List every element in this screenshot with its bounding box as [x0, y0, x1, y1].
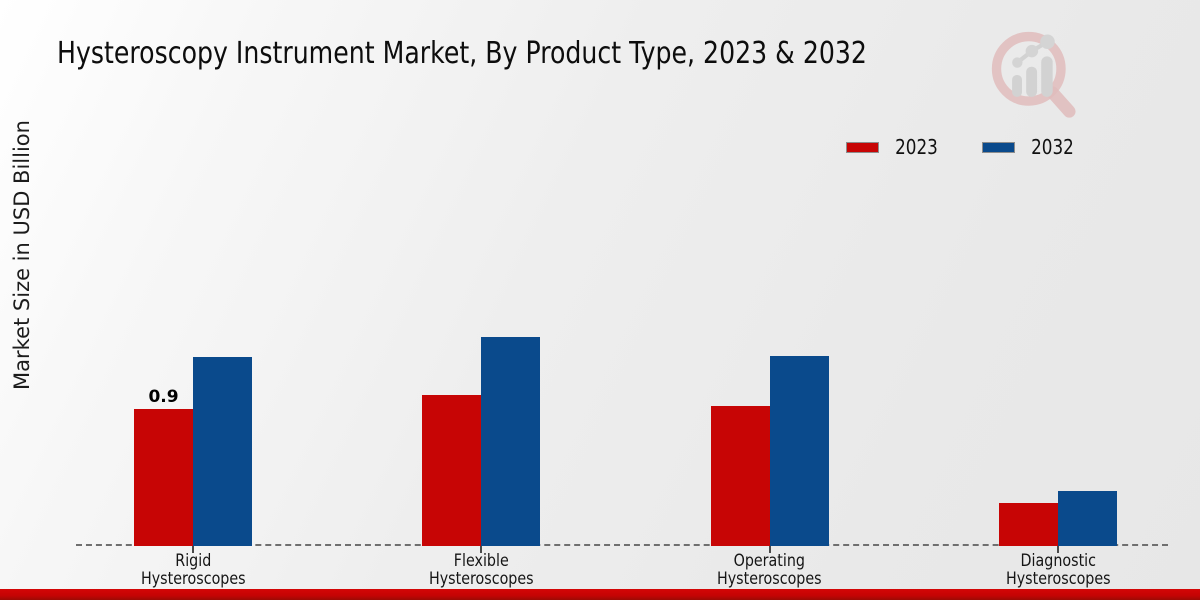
- bar-2032-category-1: [481, 337, 541, 546]
- bar-2032-category-0: [193, 357, 252, 546]
- bar-2023-category-3: [999, 503, 1058, 546]
- legend-item-2032: 2032: [981, 135, 1078, 159]
- magnifier-bar-chart-logo-icon: [991, 31, 1076, 118]
- legend-label-2032: 2032: [1030, 135, 1074, 159]
- legend-swatch-2032: [981, 141, 1015, 153]
- bar-2023-category-1: [422, 395, 482, 546]
- legend-item-2023: 2023: [846, 135, 942, 159]
- bar-2032-category-3: [1058, 491, 1117, 546]
- category-label: Rigid Hysteroscopes: [140, 551, 246, 589]
- bar-2023-category-2: [710, 406, 770, 546]
- legend-swatch-2023: [846, 141, 879, 153]
- x-axis-tick: [480, 546, 483, 553]
- x-axis-tick: [1057, 546, 1059, 553]
- category-label: Diagnostic Hysteroscopes: [1005, 551, 1111, 589]
- x-axis-tick: [192, 546, 194, 553]
- category-label: Operating Hysteroscopes: [717, 551, 822, 589]
- category-label: Flexible Hysteroscopes: [428, 551, 534, 589]
- x-axis-tick: [768, 546, 771, 553]
- chart-title-text: Hysteroscopy Instrument Market, By Produ…: [57, 36, 867, 71]
- y-axis-label: Market Size in USD Billion: [10, 120, 34, 390]
- bar-2023-category-0: [134, 409, 193, 546]
- bar-value-label: 0.9: [148, 387, 179, 407]
- legend-label-2023: 2023: [895, 135, 938, 159]
- x-axis-dashed-baseline: [76, 544, 1168, 546]
- chart-legend: 2023 2032: [846, 135, 1078, 159]
- footer-accent-bar: [0, 589, 1200, 600]
- chart-title: Hysteroscopy Instrument Market, By Produ…: [57, 36, 1021, 71]
- bar-2032-category-2: [769, 356, 829, 546]
